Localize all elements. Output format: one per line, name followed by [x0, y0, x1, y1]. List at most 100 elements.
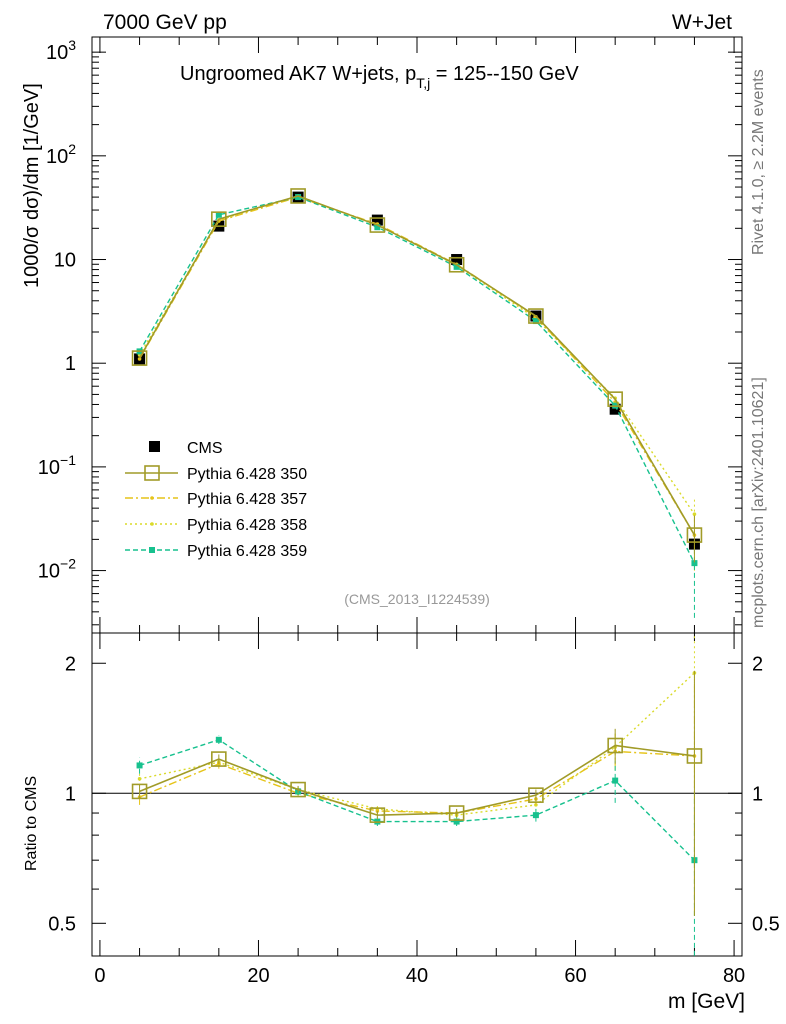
ratio-y-tick-label-right: 2 — [752, 653, 763, 675]
ratio-line-p358 — [139, 672, 695, 816]
main-point-p359 — [453, 263, 460, 270]
main-line-p350 — [138, 195, 696, 536]
main-y-axis-label: 1000/σ dσ)/dm [1/GeV] — [21, 83, 43, 288]
ratio-point-p350 — [290, 781, 306, 798]
mcplots-label: mcplots.cern.ch [arXiv:2401.10621] — [750, 377, 767, 628]
ratio-y-axis-label: Ratio to CMS — [23, 776, 40, 871]
y-tick-label-base: 1 — [65, 353, 76, 375]
x-tick-label: 80 — [723, 965, 745, 987]
main-point-p350 — [290, 188, 306, 204]
main-series-p357 — [137, 195, 697, 571]
ratio-line-p359 — [139, 739, 695, 861]
y-tick-label: 1 — [65, 353, 76, 375]
legend-entry-350: Pythia 6.428 350 — [125, 465, 307, 483]
main-point-p350 — [528, 308, 544, 324]
legend-entry-357: Pythia 6.428 357 — [125, 491, 307, 508]
ratio-point-p350 — [448, 805, 465, 821]
main-point-p350 — [448, 256, 465, 273]
legend: CMS Pythia 6.428 350 Pythia 6.428 357 Py… — [125, 440, 307, 560]
y-tick-label-exponent: 3 — [68, 37, 76, 53]
plot-title: Ungroomed AK7 W+jets, pT,j = 125--150 Ge… — [180, 63, 579, 91]
header-right: W+Jet — [672, 11, 732, 34]
ratio-series-p350 — [131, 670, 703, 916]
ratio-y-tick-label-left: 2 — [65, 653, 76, 675]
header-left: 7000 GeV pp — [103, 11, 227, 34]
legend-label-359: Pythia 6.428 359 — [187, 543, 307, 560]
ratio-point-p350 — [686, 748, 703, 764]
main-series-layer — [131, 188, 703, 618]
main-point-p358 — [692, 512, 697, 516]
main-point-p359 — [215, 211, 222, 218]
main-point-p350 — [686, 527, 703, 543]
legend-entry-359: Pythia 6.428 359 — [125, 543, 307, 560]
cms-data-point — [451, 254, 463, 266]
rivet-version-label: Rivet 4.1.0, ≥ 2.2M events — [750, 69, 767, 255]
ratio-panel-frame — [91, 632, 743, 957]
legend-entry-358: Pythia 6.428 358 — [125, 517, 307, 534]
ratio-series-layer — [131, 633, 703, 956]
ratio-point-p350 — [131, 783, 148, 800]
ratio-point-p359 — [453, 818, 460, 825]
plot-title-subscript: T,j — [416, 75, 430, 91]
main-point-p350 — [369, 217, 386, 233]
legend-label-cms: CMS — [187, 440, 223, 457]
y-tick-label-exponent: −1 — [60, 452, 76, 468]
ratio-line-p357 — [139, 750, 695, 814]
legend-marker-cms — [149, 441, 160, 452]
ratio-axis-ticks: 0.5 0.5 1 1 2 2 — [48, 653, 780, 935]
y-tick-label: 102 — [46, 141, 76, 168]
ratio-series-p358 — [137, 633, 697, 820]
ratio-point-p350 — [211, 751, 227, 767]
main-point-p350 — [607, 391, 623, 407]
ratio-y-tick-label-right: 1 — [752, 783, 763, 805]
ratio-point-p359 — [136, 762, 143, 769]
y-tick-label-base: 10 — [38, 561, 60, 583]
legend-marker-358 — [150, 522, 154, 526]
main-line-p359 — [138, 196, 696, 564]
ratio-point-p350 — [369, 807, 386, 823]
y-tick-label-base: 10 — [38, 457, 60, 479]
analysis-watermark: (CMS_2013_I1224539) — [344, 591, 490, 607]
legend-marker-359 — [149, 547, 155, 553]
y-tick-label: 10−1 — [38, 452, 76, 479]
ratio-y-tick-label-right: 0.5 — [752, 913, 780, 935]
ratio-point-p350 — [607, 737, 623, 754]
plot-title-main: Ungroomed AK7 W+jets, p — [180, 63, 416, 85]
legend-label-357: Pythia 6.428 357 — [187, 491, 307, 508]
legend-label-358: Pythia 6.428 358 — [187, 517, 307, 534]
x-tick-label: 60 — [564, 965, 586, 987]
plot-title-rest: = 125--150 GeV — [430, 63, 579, 85]
ratio-point-p359 — [215, 736, 222, 743]
main-point-p359 — [295, 194, 302, 201]
y-tick-label-base: 10 — [46, 42, 68, 64]
main-series-p350 — [131, 188, 703, 563]
legend-entry-cms: CMS — [149, 440, 223, 457]
ratio-y-tick-label-left: 1 — [65, 783, 76, 805]
ratio-point-p359 — [612, 777, 619, 784]
ratio-point-p358 — [137, 777, 142, 781]
main-point-p350 — [131, 350, 148, 366]
cms-data-point — [609, 403, 621, 415]
legend-marker-350 — [144, 465, 160, 481]
ratio-series-p359 — [136, 735, 698, 956]
y-tick-label: 10−2 — [38, 556, 76, 583]
x-axis-ticks: 0 20 40 60 80 — [94, 37, 745, 987]
ratio-line-p350 — [139, 744, 695, 816]
y-tick-label-exponent: −2 — [60, 556, 76, 572]
x-axis-label: m [GeV] — [668, 990, 745, 1013]
y-tick-label-base: 10 — [46, 146, 68, 168]
ratio-point-p350 — [528, 787, 544, 803]
cms-data-point — [371, 214, 383, 226]
main-point-p359 — [374, 224, 381, 231]
legend-label-350: Pythia 6.428 350 — [187, 466, 307, 483]
y-tick-label: 103 — [46, 37, 76, 64]
x-tick-label: 20 — [247, 965, 269, 987]
main-point-p359 — [532, 318, 539, 325]
ratio-y-tick-label-left: 0.5 — [48, 913, 76, 935]
y-tick-label-exponent: 2 — [68, 141, 76, 157]
x-tick-label: 40 — [406, 965, 428, 987]
legend-marker-357 — [150, 496, 154, 500]
y-tick-label: 10 — [54, 250, 76, 272]
